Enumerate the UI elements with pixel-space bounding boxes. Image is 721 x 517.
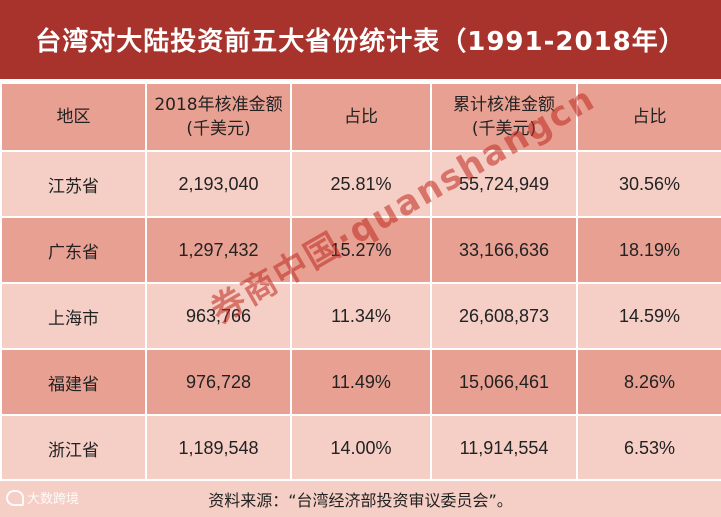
table-title: 台湾对大陆投资前五大省份统计表（1991-2018年） bbox=[0, 0, 721, 82]
cell-amount-2018: 976,728 bbox=[145, 348, 292, 416]
table-row: 福建省 976,728 11.49% 15,066,461 8.26% bbox=[0, 348, 721, 416]
cell-share-2018: 15.27% bbox=[290, 216, 432, 284]
cell-share-cumulative: 18.19% bbox=[576, 216, 721, 284]
cell-share-cumulative: 14.59% bbox=[576, 282, 721, 350]
cell-cumulative: 33,166,636 bbox=[430, 216, 578, 284]
cell-amount-2018: 1,297,432 bbox=[145, 216, 292, 284]
cell-share-cumulative: 8.26% bbox=[576, 348, 721, 416]
logo-text: 大数跨境 bbox=[27, 492, 80, 507]
cell-region: 福建省 bbox=[0, 348, 147, 416]
header-cumulative: 累计核准金额 (千美元) bbox=[430, 82, 578, 152]
cell-region: 上海市 bbox=[0, 282, 147, 350]
cell-cumulative: 11,914,554 bbox=[430, 414, 578, 482]
cell-amount-2018: 1,189,548 bbox=[145, 414, 292, 482]
source-note: 资料来源：“台湾经济部投资审议委员会”。 bbox=[0, 479, 721, 517]
header-amount-2018-line2: (千美元) bbox=[186, 119, 251, 139]
logo-watermark: 大数跨境 bbox=[6, 488, 79, 507]
header-region: 地区 bbox=[0, 82, 147, 152]
header-cumulative-line1: 累计核准金额 bbox=[453, 95, 555, 115]
header-amount-2018: 2018年核准金额 (千美元) bbox=[145, 82, 292, 152]
table-row: 浙江省 1,189,548 14.00% 11,914,554 6.53% bbox=[0, 414, 721, 482]
cell-share-2018: 25.81% bbox=[290, 150, 432, 218]
header-share-cumulative: 占比 bbox=[576, 82, 721, 152]
investment-table: 地区 2018年核准金额 (千美元) 占比 累计核准金额 (千美元) 占比 江苏… bbox=[0, 82, 721, 482]
table-row: 江苏省 2,193,040 25.81% 55,724,949 30.56% bbox=[0, 150, 721, 218]
cell-share-2018: 11.34% bbox=[290, 282, 432, 350]
logo-icon bbox=[6, 489, 24, 506]
cell-share-cumulative: 6.53% bbox=[576, 414, 721, 482]
cell-share-2018: 14.00% bbox=[290, 414, 432, 482]
cell-amount-2018: 2,193,040 bbox=[145, 150, 292, 218]
cell-cumulative: 26,608,873 bbox=[430, 282, 578, 350]
table-row: 广东省 1,297,432 15.27% 33,166,636 18.19% bbox=[0, 216, 721, 284]
header-row: 地区 2018年核准金额 (千美元) 占比 累计核准金额 (千美元) 占比 bbox=[0, 82, 721, 152]
table-row: 上海市 963,766 11.34% 26,608,873 14.59% bbox=[0, 282, 721, 350]
cell-share-cumulative: 30.56% bbox=[576, 150, 721, 218]
cell-region: 浙江省 bbox=[0, 414, 147, 482]
cell-cumulative: 55,724,949 bbox=[430, 150, 578, 218]
header-cumulative-line2: (千美元) bbox=[471, 119, 537, 139]
cell-region: 江苏省 bbox=[0, 150, 147, 218]
cell-region: 广东省 bbox=[0, 216, 147, 284]
header-share-2018: 占比 bbox=[290, 82, 432, 152]
cell-cumulative: 15,066,461 bbox=[430, 348, 578, 416]
header-amount-2018-line1: 2018年核准金额 bbox=[154, 95, 283, 115]
cell-share-2018: 11.49% bbox=[290, 348, 432, 416]
cell-amount-2018: 963,766 bbox=[145, 282, 292, 350]
